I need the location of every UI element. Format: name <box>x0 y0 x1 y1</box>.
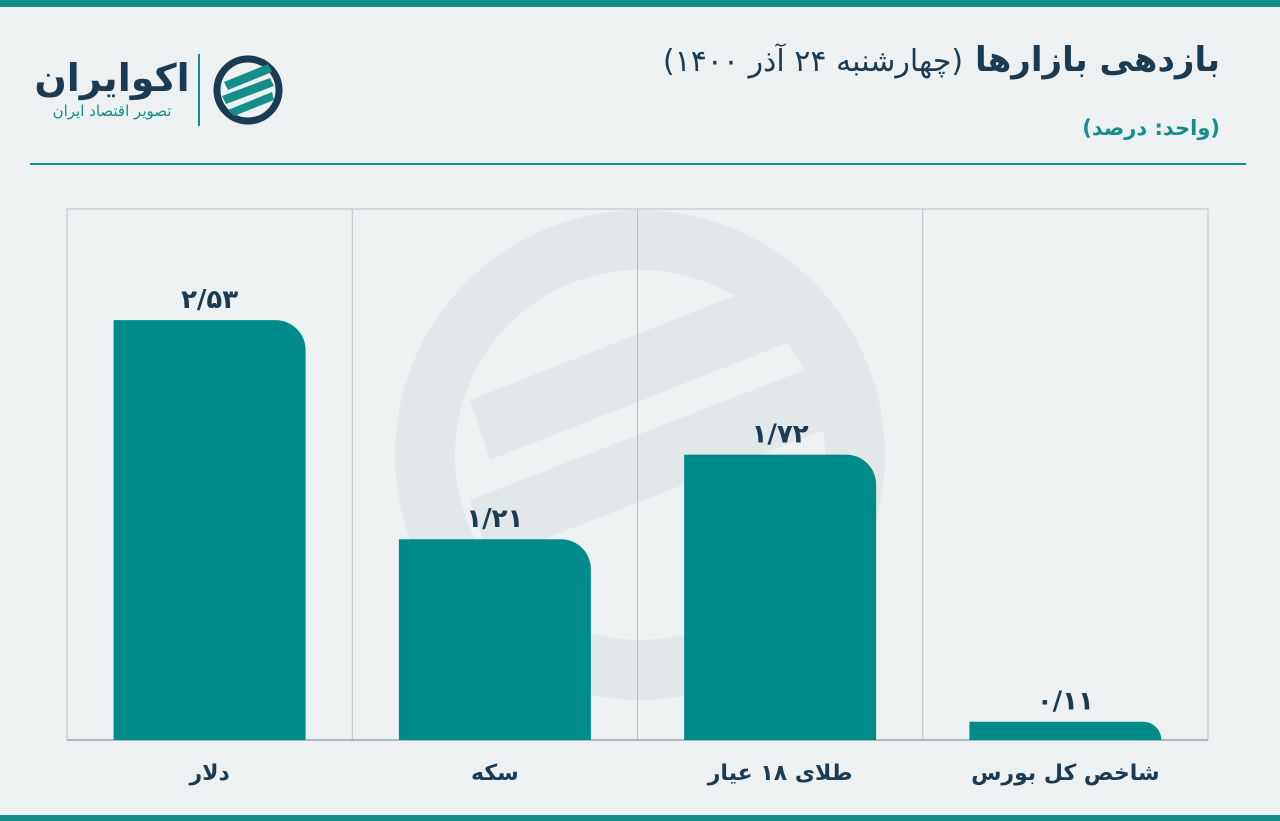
bar <box>969 721 1162 740</box>
bar <box>398 539 591 740</box>
bar <box>684 454 877 740</box>
category-label: شاخص کل بورس <box>971 761 1160 786</box>
chart-unit: (واحد: درصد) <box>1082 116 1220 140</box>
logo-divider <box>198 54 200 126</box>
chart-title: بازدهی بازارها (چهارشنبه ۲۴ آذر ۱۴۰۰) <box>663 40 1220 80</box>
logo-name: اکوایران <box>34 56 190 100</box>
top-accent-bar <box>0 0 1280 7</box>
category-labels: دلار سکه طلای ۱۸ عیار شاخص کل بورس <box>188 761 1159 786</box>
bottom-accent-bar <box>0 815 1280 821</box>
watermark-logo-icon <box>395 210 885 700</box>
logo-tagline: تصویر اقتصاد ایران <box>52 102 172 120</box>
value-label: ۱/۲۱ <box>466 504 523 534</box>
category-label: دلار <box>188 761 229 786</box>
logo-mark-icon <box>213 55 283 125</box>
value-label: ۲/۵۳ <box>181 285 238 315</box>
bar <box>113 320 306 740</box>
chart-title-main: بازدهی بازارها <box>974 40 1220 80</box>
chart-title-date: (چهارشنبه ۲۴ آذر ۱۴۰۰) <box>662 44 964 79</box>
value-label: ۱/۷۲ <box>752 420 809 450</box>
value-label: ۰/۱۱ <box>1037 687 1094 717</box>
category-label: سکه <box>471 761 519 786</box>
bars <box>113 320 1162 740</box>
logo: اکوایران تصویر اقتصاد ایران <box>28 50 290 130</box>
header-divider <box>30 163 1246 165</box>
value-labels: ۲/۵۳ ۱/۲۱ ۱/۷۲ ۰/۱۱ <box>181 285 1094 717</box>
category-label: طلای ۱۸ عیار <box>707 761 853 786</box>
